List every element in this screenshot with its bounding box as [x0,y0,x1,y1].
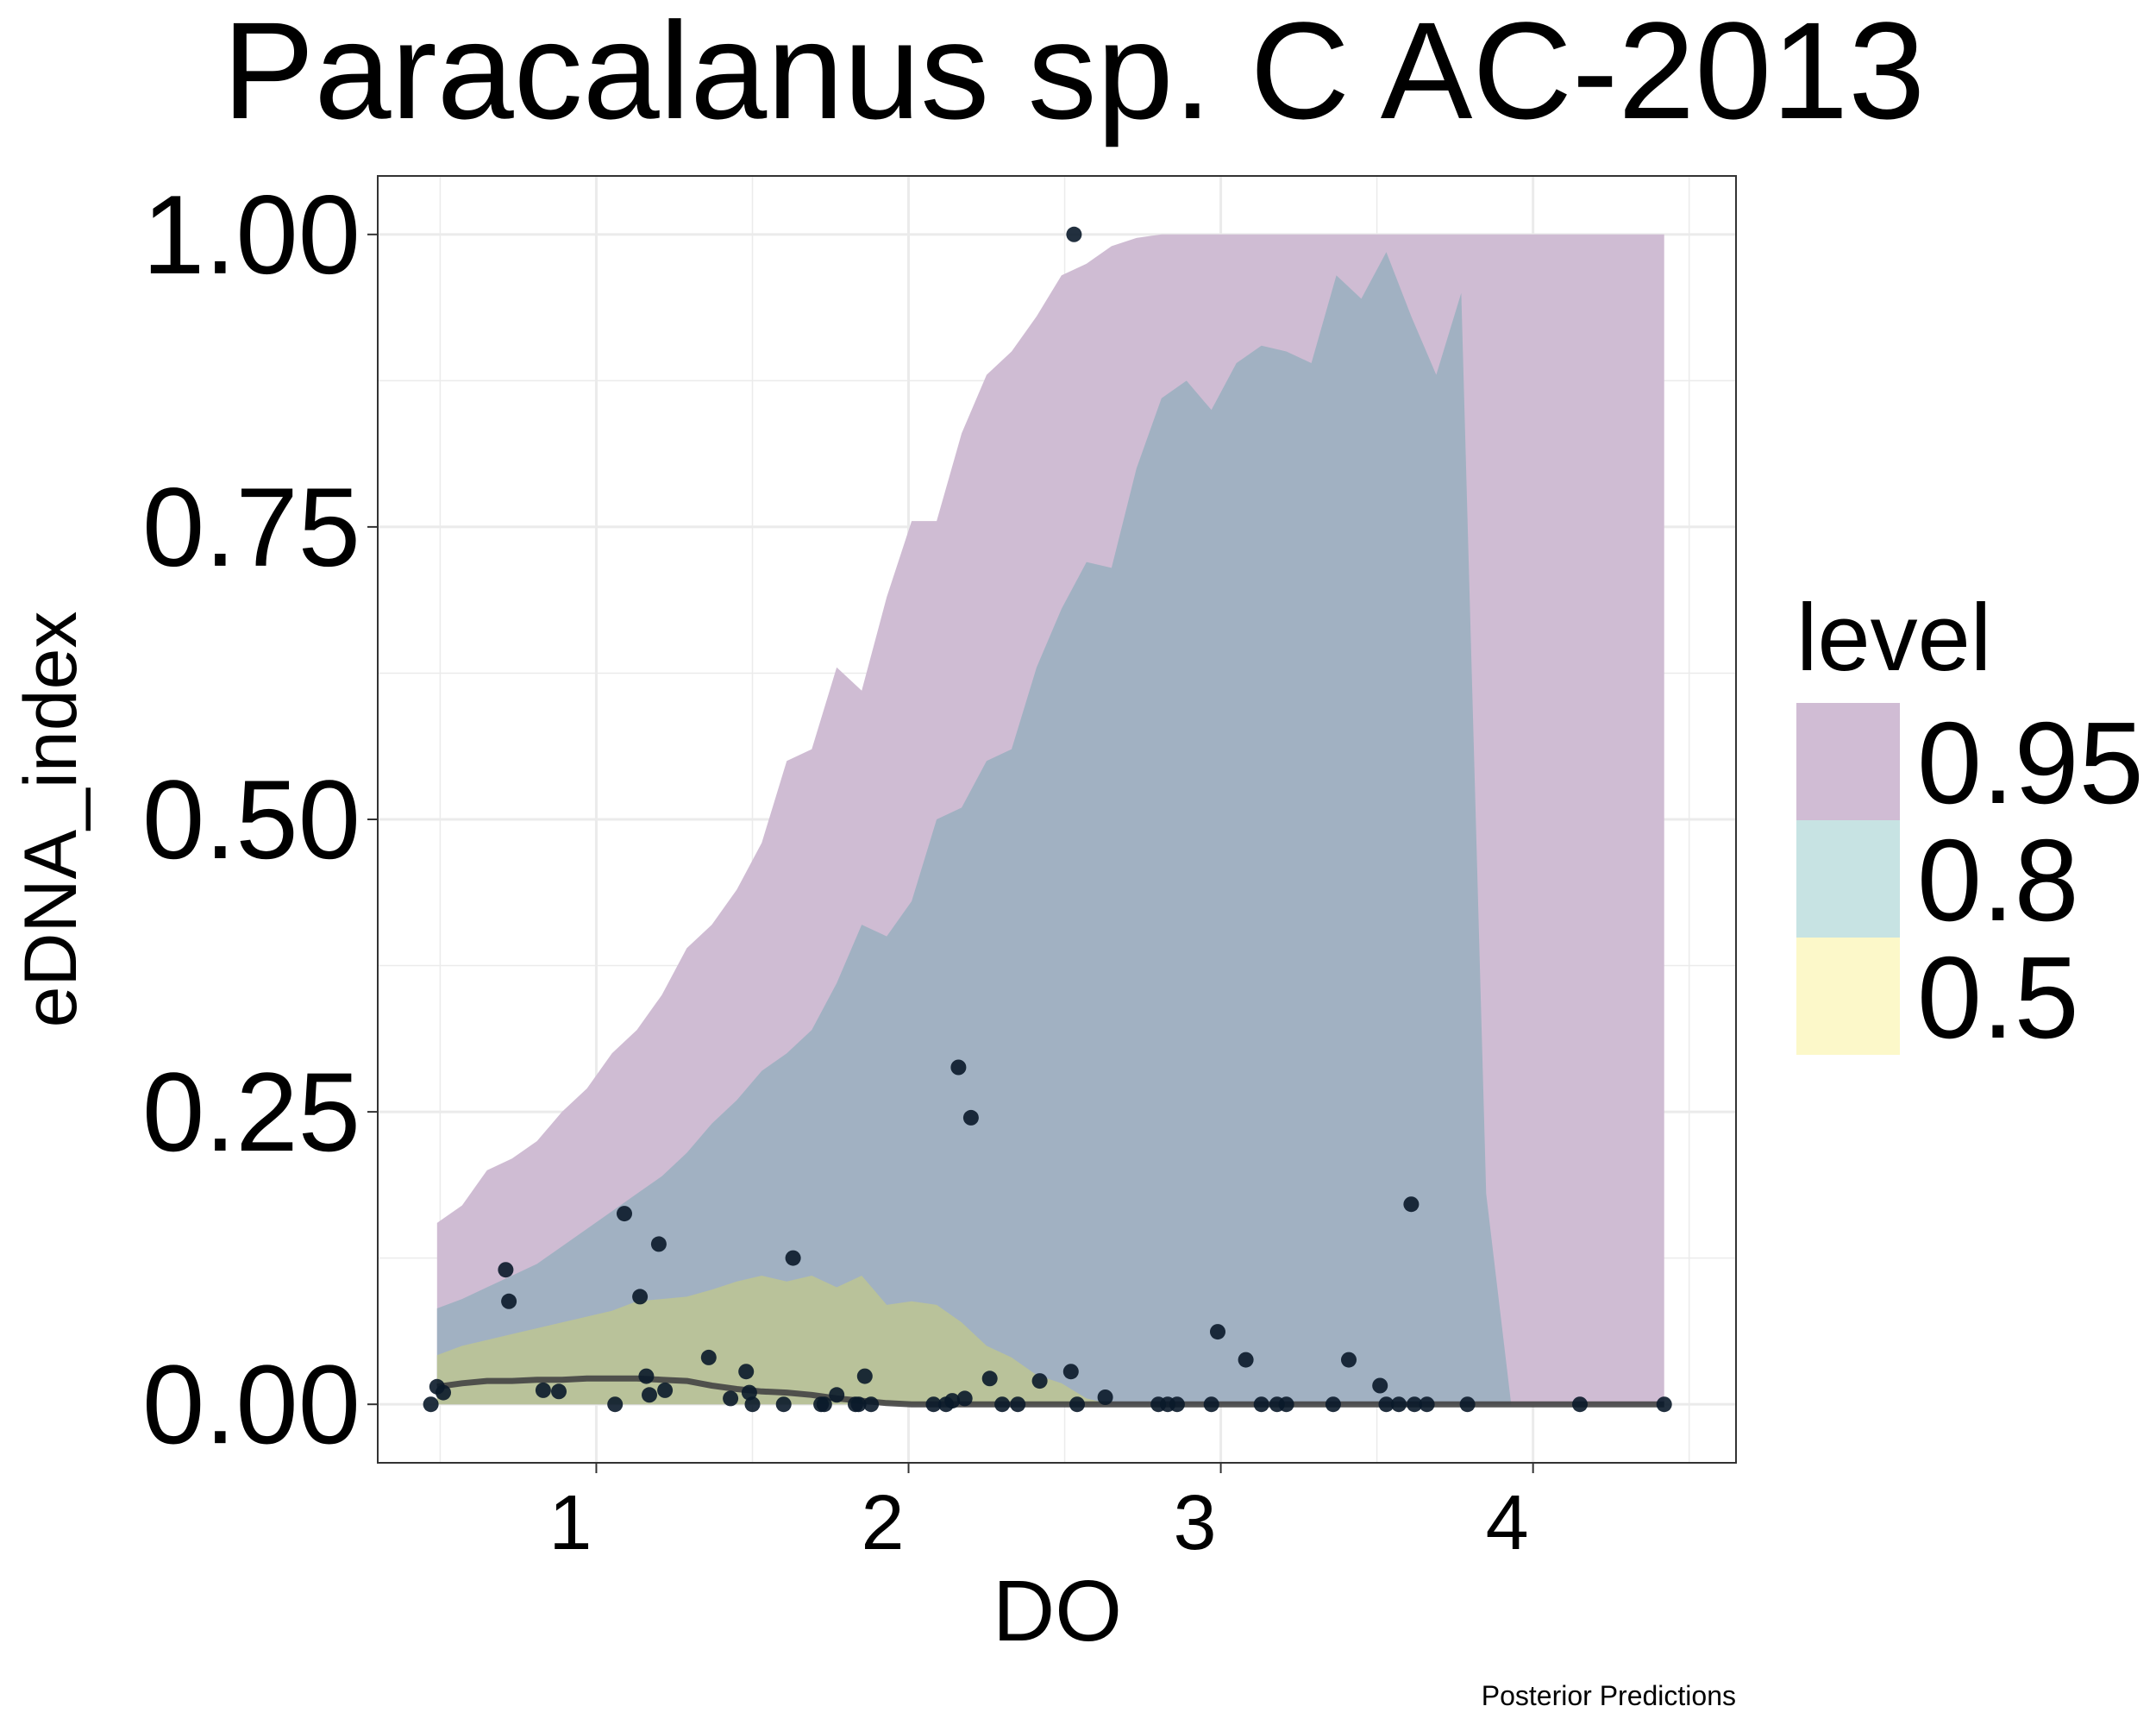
data-point [1031,1373,1048,1389]
data-point [617,1206,632,1222]
data-point [423,1396,439,1413]
data-point [950,1059,967,1076]
data-point [650,1236,667,1252]
data-point [994,1396,1011,1413]
observed-points [423,226,1672,1413]
data-point [1210,1324,1225,1340]
x-tick-label: 3 [1174,1480,1217,1566]
data-point [1378,1396,1395,1413]
data-point [816,1396,832,1413]
x-tick-label: 1 [548,1480,592,1566]
y-tick-label: 1.00 [142,172,360,298]
x-tick-label: 4 [1486,1480,1529,1566]
data-point [551,1383,567,1400]
data-point [700,1349,717,1365]
y-axis-ticks: 0.00 0.25 0.50 0.75 1.00 [142,172,378,1467]
data-point [962,1109,979,1126]
chart-title: Paracalanus sp. C AC-2013 [222,0,1925,147]
data-point [1097,1389,1113,1405]
band-0-8 [436,252,1664,1405]
data-point [436,1384,451,1401]
data-point [829,1387,845,1403]
data-point [1341,1352,1357,1368]
data-point [1372,1377,1388,1394]
legend-title: level [1796,585,1991,691]
data-point [1325,1396,1341,1413]
data-point [785,1250,801,1266]
data-point [1203,1396,1219,1413]
data-point [863,1396,880,1413]
y-tick-label: 0.50 [142,756,360,882]
data-point [607,1396,624,1413]
legend-label: 0.95 [1917,698,2144,828]
y-axis-label: eDNA_index [9,612,92,1028]
data-point [501,1293,517,1309]
data-point [956,1390,973,1407]
y-tick-label: 0.25 [142,1049,360,1175]
data-point [741,1384,757,1401]
data-point [1062,1364,1079,1380]
data-point [1253,1396,1269,1413]
data-point [856,1368,873,1384]
data-point [1403,1196,1420,1213]
data-point [723,1390,739,1407]
data-point [744,1396,761,1413]
data-point [657,1382,674,1398]
legend-swatch-0-8 [1796,820,1900,938]
data-point [1069,1396,1085,1413]
data-point [535,1382,551,1398]
data-point [925,1396,942,1413]
caption: Posterior Predictions [1482,1680,1736,1711]
legend: 0.950.80.5 [1796,698,2144,1063]
data-point [1391,1396,1407,1413]
data-point [498,1262,514,1278]
data-point [638,1368,655,1384]
y-tick-label: 0.75 [142,464,360,590]
data-point [1169,1396,1185,1413]
data-point [1066,226,1082,242]
y-tick-label: 0.00 [142,1341,360,1467]
data-point [642,1387,657,1403]
legend-swatch-0-95 [1796,703,1900,820]
legend-swatch-0-5 [1796,938,1900,1055]
x-tick-label: 2 [861,1480,904,1566]
data-point [1656,1396,1672,1413]
legend-label: 0.8 [1917,815,2079,945]
data-point [850,1396,867,1413]
data-point [1572,1396,1588,1413]
data-point [1010,1396,1026,1413]
x-axis-ticks: 1 2 3 4 [548,1463,1534,1566]
data-point [944,1393,961,1409]
data-point [738,1364,755,1380]
data-point [1459,1396,1476,1413]
data-point [1278,1396,1294,1413]
credible-bands [436,234,1664,1405]
data-point [1238,1352,1254,1368]
data-point [981,1371,998,1387]
data-point [1407,1396,1423,1413]
data-point [775,1396,792,1413]
x-axis-label: DO [993,1563,1122,1659]
data-point [632,1289,649,1305]
legend-label: 0.5 [1917,932,2079,1063]
data-point [1419,1396,1435,1413]
